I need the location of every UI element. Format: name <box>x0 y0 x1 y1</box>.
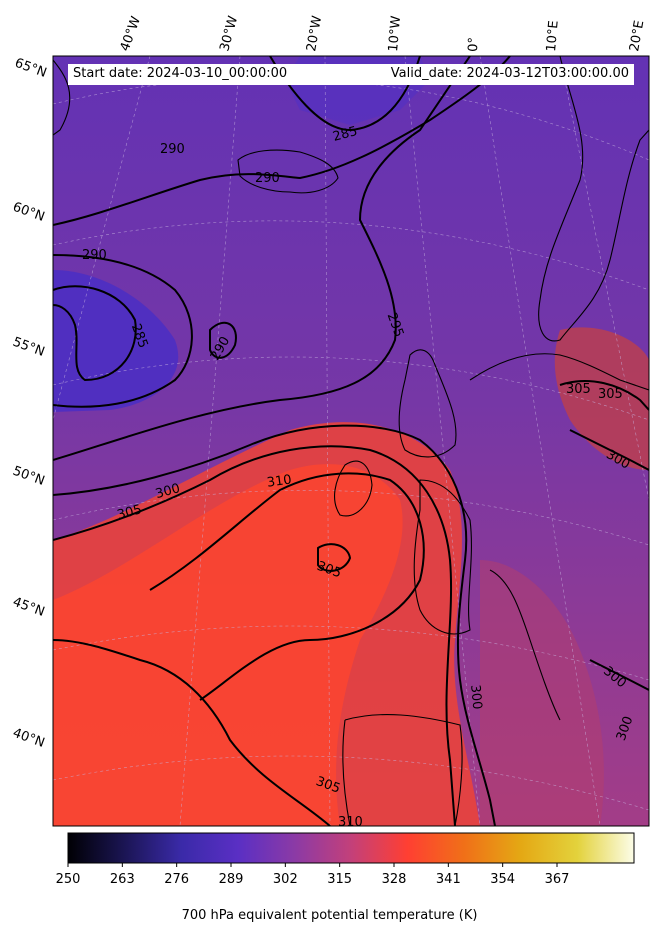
lon-label-10w: 10°W <box>386 15 404 52</box>
date-header: Start date: 2024-03-10_00:00:00 Valid_da… <box>68 64 634 85</box>
lat-label-45n: 45°N <box>11 595 47 620</box>
contour-290-north <box>53 56 511 226</box>
contour-305 <box>53 445 456 826</box>
lat-label-55n: 55°N <box>11 335 47 360</box>
colorbar-tick-labels: 250 263 276 289 302 315 328 341 354 367 <box>0 872 659 890</box>
map-frame <box>52 55 650 827</box>
contour-label: 300 <box>154 481 182 502</box>
cold-region-west <box>53 270 179 412</box>
iberia-coast <box>342 714 463 826</box>
scandinavia-coast <box>538 56 649 342</box>
graticule <box>53 56 649 826</box>
contour-305-sw <box>53 639 331 826</box>
lon-label-40w: 40°W <box>118 14 144 53</box>
colorbar <box>67 832 635 864</box>
contour-label: 290 <box>255 171 280 186</box>
colorbar-tick-label: 315 <box>327 872 353 887</box>
contour-label: 285 <box>331 124 359 145</box>
contour-label: 310 <box>266 472 293 490</box>
contour-labels: 290 290 285 290 285 290 295 305 305 300 … <box>82 124 636 830</box>
lon-label-10e: 10°E <box>544 20 562 52</box>
contour-label: 290 <box>82 248 107 263</box>
contour-300-east <box>569 429 649 471</box>
colorbar-tick-label: 341 <box>435 872 461 887</box>
contour-label: 290 <box>160 142 185 157</box>
italy-coast <box>489 569 561 721</box>
lon-label-20e: 20°E <box>627 19 647 52</box>
contour-label: 300 <box>467 684 484 710</box>
warm-region-core <box>53 464 403 826</box>
lon-label-0: 0° <box>466 37 482 52</box>
contour-305-blob <box>317 543 352 572</box>
contour-310 <box>149 472 425 701</box>
lat-label-60n: 60°N <box>11 200 47 225</box>
ireland-coast <box>334 460 373 517</box>
warm-region-east <box>554 327 649 470</box>
colorbar-tick-label: 276 <box>164 872 190 887</box>
contour-label: 305 <box>566 382 591 397</box>
contour-285-west <box>53 285 137 382</box>
contour-290-west <box>53 254 193 408</box>
contour-label: 305 <box>116 502 144 523</box>
colorbar-tick-label: 367 <box>544 872 570 887</box>
iceland-coast <box>237 149 339 194</box>
colorbar-tickmarks <box>67 863 558 867</box>
contour-300 <box>53 424 496 826</box>
britain-coast <box>398 349 457 458</box>
lat-label-40n: 40°N <box>11 726 47 751</box>
colorbar-tick-label: 250 <box>55 872 81 887</box>
colorbar-title: 700 hPa equivalent potential temperature… <box>181 908 478 923</box>
map-area: 290 290 285 290 285 290 295 305 305 300 … <box>53 56 649 830</box>
contours <box>53 56 649 826</box>
colorbar-tick-label: 354 <box>490 872 516 887</box>
colorbar-tick-label: 289 <box>218 872 244 887</box>
warm-region-south <box>480 560 604 826</box>
contour-290-blob <box>209 321 237 359</box>
colorbar-tick-label: 302 <box>272 872 298 887</box>
contour-label: 305 <box>598 387 623 402</box>
colorbar-tick-label: 263 <box>109 872 135 887</box>
valid-date-label: Valid_date: 2024-03-12T03:00:00.00 <box>390 66 629 81</box>
lat-label-50n: 50°N <box>11 464 47 489</box>
contour-300-se <box>589 659 649 691</box>
lat-label-65n: 65°N <box>13 56 49 81</box>
lon-label-20w: 20°W <box>304 15 325 53</box>
contour-label: 310 <box>338 815 363 830</box>
europe-coast-east <box>469 353 649 391</box>
start-date-label: Start date: 2024-03-10_00:00:00 <box>73 66 288 81</box>
colorbar-tick-label: 328 <box>381 872 407 887</box>
contour-295 <box>53 56 471 461</box>
latitude-labels: 65°N 60°N 55°N 50°N 45°N 40°N <box>11 56 49 751</box>
longitude-labels: 40°W 30°W 20°W 10°W 0° 10°E 20°E <box>118 14 648 53</box>
lon-label-30w: 30°W <box>217 14 241 53</box>
greenland-coast <box>53 59 71 136</box>
contour-305-east <box>559 379 649 411</box>
contour-285-north <box>269 56 421 132</box>
